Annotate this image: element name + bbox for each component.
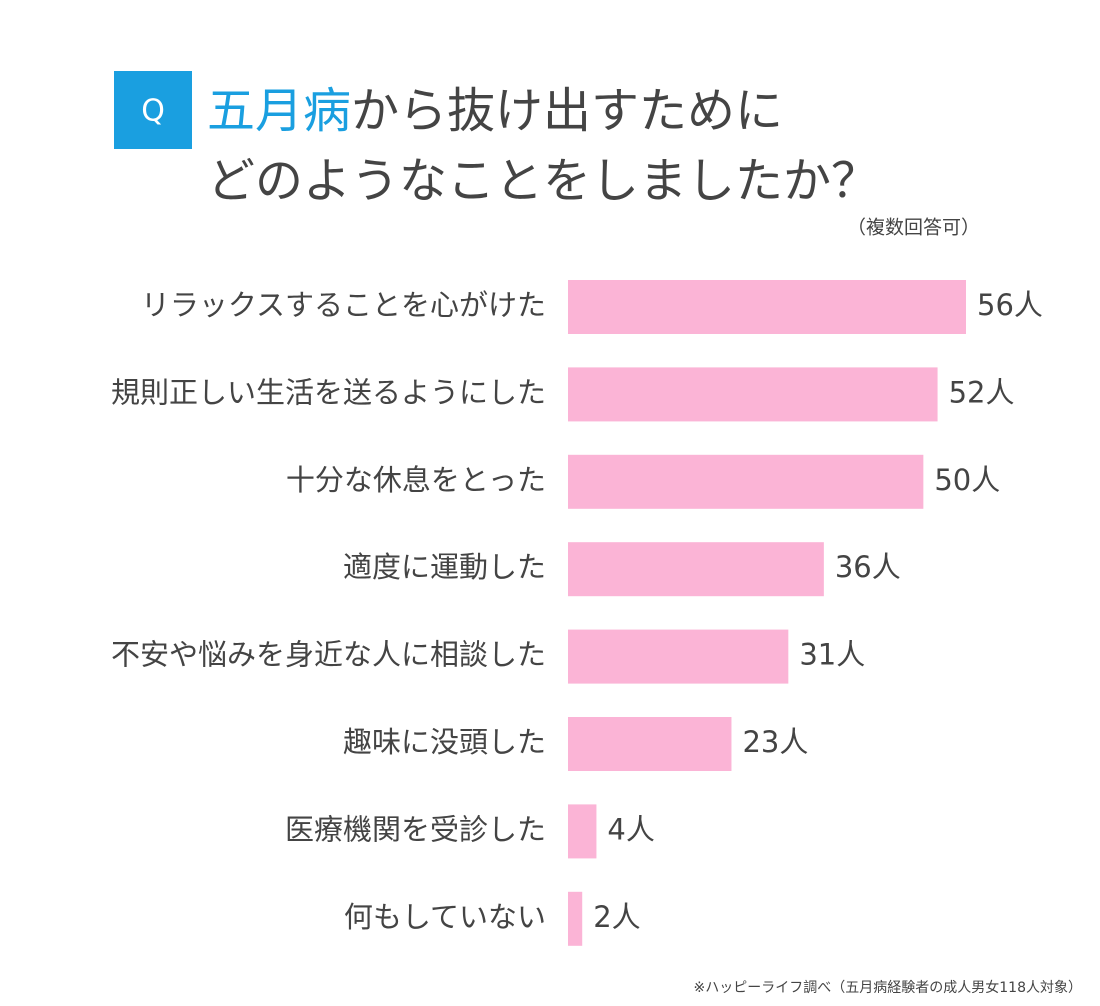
- bar: [568, 717, 732, 771]
- value-label: 23人: [742, 725, 808, 759]
- value-label: 36人: [835, 550, 901, 584]
- category-label: 趣味に没頭した: [343, 725, 546, 759]
- bar: [568, 367, 938, 422]
- category-label: リラックスすることを心がけた: [141, 288, 546, 322]
- bar: [568, 542, 824, 597]
- title-highlight: 五月病: [207, 83, 351, 139]
- category-label: 適度に運動した: [343, 550, 546, 584]
- bar: [568, 804, 597, 859]
- chart-title: 五月病から抜け出すために: [207, 83, 783, 139]
- value-label: 56人: [977, 288, 1043, 322]
- category-label: 何もしていない: [344, 900, 546, 934]
- value-label: 52人: [949, 375, 1015, 409]
- bar: [568, 454, 924, 509]
- badge-box: [114, 71, 192, 149]
- bar: [568, 629, 789, 684]
- subtitle: （複数回答可）: [847, 217, 980, 239]
- category-label: 規則正しい生活を送るようにした: [111, 375, 546, 409]
- badge: Q: [141, 94, 165, 129]
- value-label: 2人: [593, 900, 640, 934]
- chart-title-line2: どのようなことをしましたか？: [207, 153, 879, 209]
- source-note: ※ハッピーライフ調べ（五月病経験者の成人男女118人対象）: [694, 979, 1082, 996]
- bar: [568, 280, 966, 334]
- category-label: 医療機関を受診した: [285, 812, 546, 846]
- bar: [568, 891, 583, 946]
- category-label: 不安や悩みを身近な人に相談した: [111, 638, 546, 672]
- title-rest: から抜け出すために: [351, 83, 783, 139]
- category-label: 十分な休息をとった: [286, 463, 546, 497]
- value-label: 50人: [934, 463, 1000, 497]
- value-label: 4人: [607, 812, 654, 846]
- value-label: 31人: [799, 638, 865, 672]
